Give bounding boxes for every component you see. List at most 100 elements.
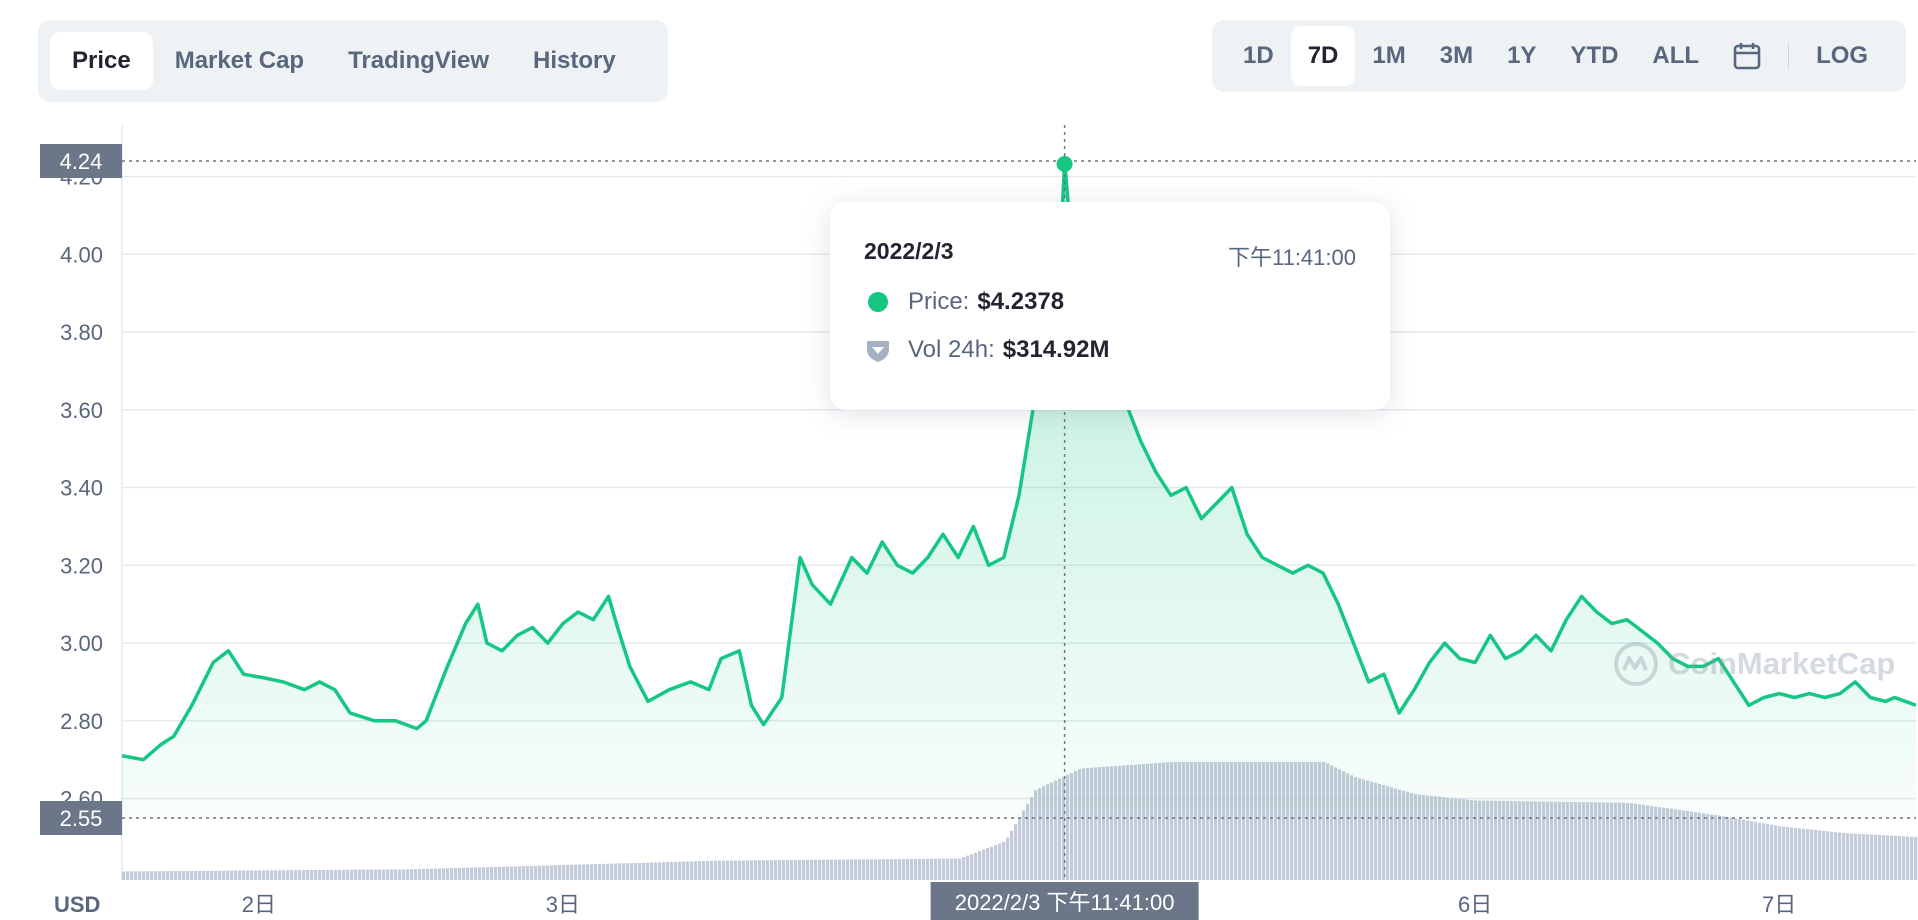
range-3m[interactable]: 3M <box>1439 42 1474 69</box>
volume-bar <box>542 865 546 880</box>
tooltip-price-value: $4.2378 <box>977 288 1065 315</box>
volume-bar <box>1502 800 1506 880</box>
tab-tradingview[interactable]: TradingView <box>348 47 490 74</box>
volume-bar <box>1886 835 1890 880</box>
volume-bar <box>1382 785 1386 880</box>
volume-bar <box>1178 762 1182 880</box>
volume-bar <box>522 866 526 880</box>
volume-bar <box>1618 802 1622 880</box>
volume-bar <box>214 870 218 880</box>
volume-bar <box>590 864 594 880</box>
volume-bar <box>850 859 854 880</box>
volume-bar <box>918 858 922 880</box>
tab-history[interactable]: History <box>533 47 616 74</box>
volume-bar <box>694 861 698 880</box>
volume-bar <box>946 858 950 880</box>
volume-bar <box>1162 762 1166 880</box>
volume-bar <box>1546 801 1550 880</box>
volume-bar <box>278 870 282 880</box>
volume-bar <box>518 866 522 880</box>
volume-bar <box>142 871 146 880</box>
volume-bar <box>138 871 142 880</box>
tab-price[interactable]: Price <box>50 32 153 90</box>
range-1m[interactable]: 1M <box>1372 42 1406 69</box>
volume-bar <box>154 871 158 880</box>
volume-bar <box>1070 773 1074 880</box>
volume-bar <box>1166 762 1170 880</box>
volume-bar <box>794 859 798 880</box>
volume-bar <box>1794 827 1798 880</box>
volume-bar <box>1830 831 1834 880</box>
volume-bar <box>1798 828 1802 880</box>
currency-label: USD <box>54 892 100 917</box>
volume-bar <box>546 865 550 880</box>
volume-bar <box>842 859 846 880</box>
volume-bar <box>294 870 298 880</box>
volume-bar <box>1666 808 1670 880</box>
volume-bar <box>442 868 446 880</box>
volume-bar <box>1614 802 1618 880</box>
volume-bar <box>878 859 882 880</box>
volume-bar <box>1346 773 1350 880</box>
volume-bar <box>1874 834 1878 880</box>
volume-bar <box>1438 796 1442 880</box>
range-1d[interactable]: 1D <box>1243 42 1274 69</box>
range-all[interactable]: ALL <box>1652 42 1700 69</box>
volume-bar <box>746 860 750 880</box>
volume-bar <box>1598 802 1602 880</box>
volume-bar <box>538 865 542 880</box>
volume-bar <box>726 860 730 880</box>
range-7d[interactable]: 7D <box>1290 26 1356 86</box>
volume-bar <box>1786 827 1790 880</box>
volume-bar <box>318 869 322 880</box>
volume-bar <box>1634 803 1638 880</box>
tab-market-cap[interactable]: Market Cap <box>174 47 305 74</box>
volume-bar <box>182 870 186 880</box>
volume-bar <box>934 858 938 880</box>
volume-bar <box>1558 801 1562 880</box>
volume-bar <box>338 869 342 880</box>
volume-bar <box>354 869 358 880</box>
volume-bar <box>502 866 506 880</box>
volume-bar <box>298 870 302 880</box>
volume-bar <box>1890 835 1894 880</box>
volume-bar <box>1866 834 1870 880</box>
tooltip-date: 2022/2/3 <box>864 238 954 264</box>
min-value-label: 2.55 <box>60 806 103 831</box>
volume-bar <box>198 870 202 880</box>
volume-bar <box>1470 800 1474 880</box>
volume-bar <box>466 867 470 880</box>
volume-bar <box>1010 830 1014 880</box>
range-ytd[interactable]: YTD <box>1570 42 1619 69</box>
volume-bar <box>290 870 294 880</box>
x-tick-label: 2日 <box>242 892 276 917</box>
volume-bar <box>1182 762 1186 880</box>
volume-bar <box>1894 835 1898 880</box>
volume-bar <box>1206 762 1210 880</box>
volume-bar <box>314 869 318 880</box>
cursor-date-label: 2022/2/3 下午11:41:00 <box>955 890 1175 915</box>
volume-bar <box>1098 767 1102 880</box>
volume-bar <box>1810 829 1814 880</box>
volume-bar <box>782 860 786 880</box>
max-value-box <box>40 144 122 178</box>
volume-bar <box>1482 800 1486 880</box>
volume-bar <box>822 859 826 880</box>
calendar-icon[interactable] <box>1716 26 1778 86</box>
volume-bar <box>1138 764 1142 880</box>
y-tick-label: 3.20 <box>60 553 103 578</box>
volume-bar <box>1494 800 1498 880</box>
volume-bar <box>1038 788 1042 880</box>
y-tick-label: 3.80 <box>60 320 103 345</box>
volume-bar <box>1106 766 1110 880</box>
volume-bar <box>1250 762 1254 880</box>
tooltip-time: 下午11:41:00 <box>1227 245 1356 270</box>
volume-bar <box>970 854 974 880</box>
volume-bar <box>1462 799 1466 880</box>
min-value-box <box>40 801 122 835</box>
range-1y[interactable]: 1Y <box>1507 42 1537 69</box>
log-scale-toggle[interactable]: LOG <box>1816 42 1869 69</box>
volume-bar <box>1358 778 1362 880</box>
volume-bar <box>306 870 310 880</box>
